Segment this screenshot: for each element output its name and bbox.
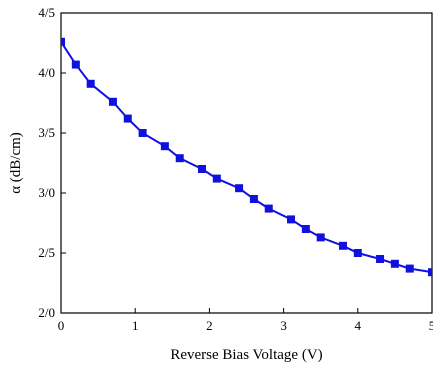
x-tick-label: 5 — [429, 318, 433, 333]
data-point — [301, 225, 310, 233]
y-tick-label: 2/5 — [38, 245, 55, 260]
data-point — [235, 184, 244, 193]
data-point — [353, 249, 362, 257]
y-tick-label: 2/0 — [38, 305, 55, 320]
y-tick-label: 3/5 — [38, 125, 55, 140]
data-point — [264, 204, 273, 213]
data-point — [123, 114, 132, 123]
x-tick-label: 0 — [58, 318, 65, 333]
x-tick-label: 2 — [206, 318, 213, 333]
series-layer — [61, 37, 432, 277]
x-axis: 0 1 2 3 4 5 — [58, 308, 433, 333]
x-axis-title: Reverse Bias Voltage (V) — [170, 347, 322, 363]
data-point — [197, 165, 206, 173]
x-tick-label: 4 — [355, 318, 362, 333]
data-point — [160, 142, 169, 151]
x-tick-label: 3 — [280, 318, 287, 333]
series-line — [61, 41, 432, 274]
data-point — [175, 154, 184, 163]
y-tick-label: 4/5 — [38, 5, 55, 20]
data-point — [249, 195, 258, 203]
data-point — [428, 268, 432, 277]
data-point — [390, 259, 399, 268]
y-tick-label: 3/0 — [38, 185, 55, 200]
data-point — [138, 129, 147, 137]
data-point — [108, 97, 117, 106]
data-point — [86, 79, 95, 88]
data-point — [212, 174, 221, 183]
data-point — [376, 255, 385, 263]
data-point — [61, 37, 65, 46]
y-axis: 2/0 2/5 3/0 3/5 4/0 4/5 — [38, 5, 66, 320]
x-tick-label: 1 — [132, 318, 139, 333]
data-point — [71, 60, 80, 69]
plot-frame — [60, 12, 433, 314]
plot-border — [60, 12, 433, 314]
data-point — [405, 264, 414, 273]
y-tick-label: 4/0 — [38, 65, 55, 80]
data-point — [338, 241, 347, 250]
data-point — [316, 233, 325, 242]
y-axis-title: α (dB/cm) — [8, 132, 24, 194]
data-point — [287, 215, 296, 224]
